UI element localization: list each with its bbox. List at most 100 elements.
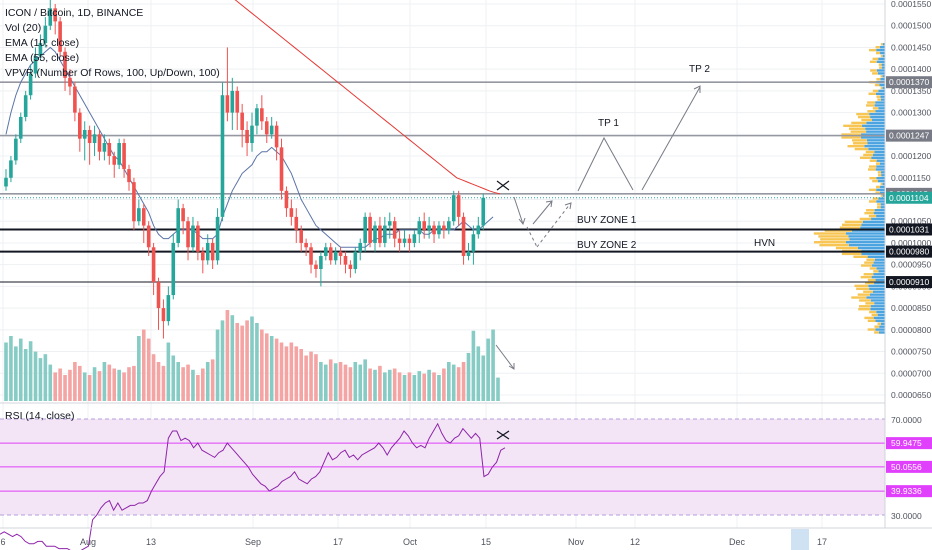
candle-body xyxy=(87,129,92,144)
vpvr-row-up xyxy=(870,115,885,119)
vpvr-row-down xyxy=(880,86,883,90)
price-label-text: 0.0000910 xyxy=(889,277,929,287)
volume-bar xyxy=(181,367,185,401)
candle-body xyxy=(427,225,431,230)
price-label-box xyxy=(886,223,932,236)
candle-body xyxy=(304,242,308,248)
vpvr-row-up xyxy=(871,118,885,122)
vpvr-row-down xyxy=(872,197,879,200)
vpvr-row-down xyxy=(875,162,880,165)
volume-bar xyxy=(368,368,372,401)
vpvr-row-up xyxy=(876,69,885,72)
volume-bar xyxy=(358,364,363,401)
rsi-level-labels: 59.9475 50.0556 39.9336 xyxy=(886,437,932,498)
vpvr-row-down xyxy=(869,159,877,162)
vpvr-row-down xyxy=(872,57,879,61)
vpvr-row-down xyxy=(880,54,883,58)
vpvr-row-down xyxy=(864,211,874,215)
projection-arrow-up-head xyxy=(545,200,553,208)
volume-bar xyxy=(230,315,235,401)
volume-bar xyxy=(117,369,121,401)
vpvr-row-down xyxy=(813,241,846,244)
volume-bar xyxy=(176,362,180,401)
volume-bar xyxy=(245,320,249,401)
vpvr-row-up xyxy=(868,284,885,288)
vpvr-row-down xyxy=(863,153,874,157)
ema-slow-study-label[interactable]: EMA (55, close) xyxy=(5,52,80,64)
vpvr-row-down xyxy=(863,273,874,276)
vpvr-row-up xyxy=(875,319,885,323)
volume-bar xyxy=(299,349,303,401)
vpvr-row-up xyxy=(867,255,885,258)
rsi-pane[interactable] xyxy=(0,402,885,550)
vpvr-row-down xyxy=(857,115,871,119)
candle-body xyxy=(4,177,8,187)
vpvr-row-down xyxy=(865,281,875,285)
vpvr-row-up xyxy=(876,165,885,168)
candle-body xyxy=(107,143,112,157)
candle-body xyxy=(378,225,382,243)
volume-bar xyxy=(363,359,367,401)
vpvr-row-down xyxy=(867,168,876,171)
rsi-study-label[interactable]: RSI (14, close) xyxy=(5,410,75,422)
time-tick-label: 17 xyxy=(817,537,827,547)
volume-profile xyxy=(813,43,885,334)
candle-body xyxy=(43,25,48,44)
candle-body xyxy=(146,225,151,248)
candle-body xyxy=(284,190,289,209)
time-tick-label: 12 xyxy=(630,537,640,547)
price-label-text: 0.0000980 xyxy=(889,247,929,257)
vpvr-row-down xyxy=(856,287,870,291)
vpvr-row-up xyxy=(869,293,885,296)
vpvr-row-down xyxy=(880,75,883,78)
volume-study-label[interactable]: Vol (20) xyxy=(5,22,42,34)
volume-bar xyxy=(78,365,82,401)
vpvr-row-down xyxy=(859,156,872,160)
volume-bar xyxy=(476,346,481,401)
rsi-level-box xyxy=(886,485,932,498)
time-axis[interactable]: 6 Aug 13 Sep 17 Oct 15 Nov 12 Dec 17 xyxy=(0,527,932,550)
candle-body xyxy=(245,129,249,144)
vpvr-row-up xyxy=(874,258,885,261)
projection-drawings[interactable] xyxy=(495,85,701,370)
annotation-tp2: TP 2 xyxy=(689,64,710,75)
volume-bar xyxy=(68,369,72,401)
candle-body xyxy=(240,112,244,130)
symbol-title[interactable]: ICON / Bitcoin, 1D, BINANCE xyxy=(5,7,144,19)
volume-bar xyxy=(378,365,382,401)
vpvr-row-down xyxy=(854,147,869,151)
vpvr-row-up xyxy=(880,322,885,325)
volume-bar xyxy=(4,342,8,401)
volume-bar xyxy=(122,372,126,401)
candle-body xyxy=(9,160,13,178)
vpvr-row-up xyxy=(877,72,885,75)
time-tick-label: Sep xyxy=(245,537,261,547)
volume-bar xyxy=(235,323,240,401)
projection-path-tp1 xyxy=(577,136,634,192)
vpvr-study-label[interactable]: VPVR (Number Of Rows, 100, Up/Down, 100) xyxy=(5,67,220,79)
vpvr-row-up xyxy=(866,139,885,142)
rsi-tick-70: 70.0000 xyxy=(891,415,922,425)
volume-arrow-down xyxy=(495,344,515,370)
vpvr-row-down xyxy=(866,209,875,212)
vpvr-row-down xyxy=(875,191,880,194)
vpvr-row-down xyxy=(877,206,881,209)
volume-bar xyxy=(333,363,338,401)
price-label-text: 0.0001031 xyxy=(889,224,929,234)
candle-body xyxy=(151,247,156,283)
price-tick-label: 0.0001150 xyxy=(891,173,931,183)
vpvr-row-up xyxy=(881,63,885,66)
volume-bar xyxy=(417,371,422,401)
time-tick-label: Dec xyxy=(729,537,746,547)
candle-body xyxy=(73,86,77,113)
volume-bar xyxy=(437,375,441,401)
ema-55-line xyxy=(234,0,501,195)
candle-body xyxy=(181,208,185,222)
volume-bar xyxy=(23,349,28,401)
volume-bar xyxy=(137,336,141,401)
vpvr-row-up xyxy=(873,316,885,320)
vpvr-row-up xyxy=(873,261,885,264)
ema-fast-study-label[interactable]: EMA (10, close) xyxy=(5,37,80,49)
rsi-axis[interactable]: 70.0000 30.0000 xyxy=(891,415,922,521)
